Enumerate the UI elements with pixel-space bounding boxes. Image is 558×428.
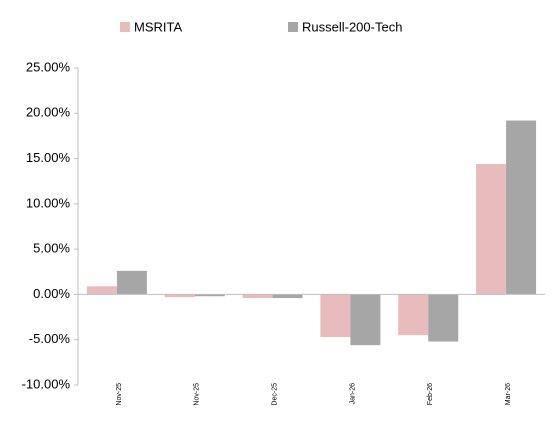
bar — [506, 120, 537, 295]
y-tick-label: -10.00% — [22, 376, 71, 391]
x-tick-label: Dec-25 — [271, 383, 278, 406]
bar — [86, 286, 117, 295]
y-tick-label: 20.00% — [26, 105, 71, 120]
y-tick-label: -5.00% — [29, 331, 71, 346]
y-tick-label: 15.00% — [26, 150, 71, 165]
bar — [398, 294, 429, 336]
y-tick-label: 10.00% — [26, 195, 71, 210]
legend-swatch — [288, 22, 298, 32]
legend-label: Russell-200-Tech — [302, 19, 402, 34]
x-tick-label: Nov-25 — [116, 383, 123, 406]
bar — [428, 294, 459, 342]
x-tick-label: Mar-26 — [505, 383, 512, 405]
bar — [164, 294, 195, 298]
x-tick-label: Feb-26 — [427, 383, 434, 405]
bar — [320, 294, 351, 337]
bar — [272, 294, 303, 299]
bar — [476, 164, 507, 295]
y-tick-label: 0.00% — [33, 286, 70, 301]
bar — [350, 294, 381, 346]
x-tick-label: Jan-26 — [349, 383, 356, 405]
x-tick-label: Nov-25 — [194, 383, 201, 406]
y-tick-label: 5.00% — [33, 241, 70, 256]
bar — [194, 294, 225, 297]
bar — [116, 270, 147, 295]
legend-label: MSRITA — [134, 19, 182, 34]
bar — [242, 294, 273, 299]
y-tick-label: 25.00% — [26, 59, 71, 74]
legend-swatch — [120, 22, 130, 32]
